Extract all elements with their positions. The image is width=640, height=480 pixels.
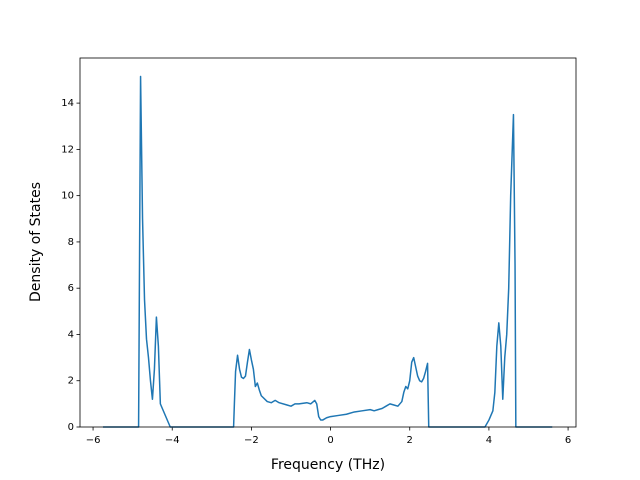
y-axis-label: Density of States — [28, 182, 44, 302]
y-tick-label: 10 — [61, 191, 74, 202]
y-tick-label: 14 — [61, 98, 74, 109]
x-tick-label: −4 — [165, 435, 180, 446]
x-tick-label: 0 — [327, 435, 333, 446]
x-tick-label: −6 — [86, 435, 101, 446]
y-tick-label: 2 — [68, 376, 74, 387]
data-line — [102, 75, 553, 428]
plot-frame — [79, 57, 577, 428]
x-tick-label: −2 — [244, 435, 259, 446]
y-tick-label: 6 — [68, 283, 74, 294]
y-tick-label: 4 — [68, 329, 74, 340]
y-tick-label: 0 — [68, 422, 74, 433]
x-tick-label: 2 — [407, 435, 413, 446]
y-tick-label: 12 — [61, 144, 74, 155]
x-tick-label: 6 — [565, 435, 571, 446]
y-tick-label: 8 — [68, 237, 74, 248]
x-tick-label: 4 — [486, 435, 492, 446]
x-axis-label: Frequency (THz) — [271, 457, 385, 473]
